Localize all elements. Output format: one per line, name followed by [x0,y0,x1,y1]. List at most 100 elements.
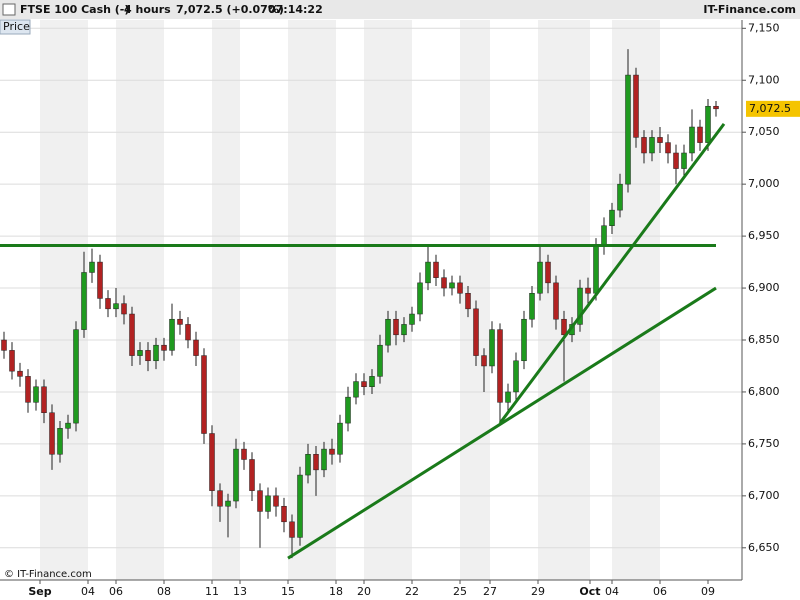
candle [513,352,519,401]
candle [201,348,207,444]
x-tick-label: 27 [483,585,497,598]
candle-body [641,137,647,154]
quote: 7,072.5 (+0.07%) [176,3,284,16]
y-tick-label: 6,850 [748,333,780,346]
candle-body [281,505,287,523]
candle [33,379,39,411]
candle-body [121,303,127,315]
y-tick-label: 6,800 [748,385,780,398]
candle-body [441,277,447,289]
candle [617,173,623,218]
candle-body [313,454,319,471]
candle [97,254,103,309]
y-tick-label: 7,100 [748,73,780,86]
candle [25,369,31,413]
candle [481,348,487,392]
candle-body [209,433,215,491]
candle [417,272,423,322]
x-tick-label: 04 [81,585,95,598]
candle-body [537,261,543,294]
candle [449,275,455,296]
candle [505,383,511,411]
candle-body [601,225,607,247]
clock: 07:14:22 [268,3,323,16]
candle [529,285,535,328]
candle [121,295,127,325]
last-price-box [746,100,800,117]
candle [265,487,271,519]
candle [153,337,159,370]
candle [137,342,143,365]
candle-body [201,355,207,434]
candle-body [425,261,431,284]
candle [689,109,695,162]
candle [49,404,55,470]
y-tick-label: 6,650 [748,541,780,554]
candle-body [497,329,503,403]
candle-body [81,272,87,330]
candle [409,306,415,332]
candle-body [473,308,479,356]
candle-body [1,339,7,351]
candle-body [657,137,663,143]
candle-body [169,318,175,351]
candle [361,373,367,396]
candle-body [697,126,703,143]
candle [225,493,231,538]
candle [57,421,63,463]
candle-body [145,350,151,362]
candle [257,483,263,548]
candle [81,251,87,338]
candle-body [33,386,39,403]
candle [465,285,471,318]
candle-body [529,292,535,320]
candle-body [465,292,471,310]
candle-body [361,381,367,388]
candle-body [233,448,239,502]
candle [129,306,135,366]
candle [561,310,567,382]
y-tick-label: 6,950 [748,229,780,242]
panel-label: Price [3,20,30,33]
candle-body [161,344,167,351]
candle [177,310,183,335]
candle [161,337,167,361]
instrument: FTSE 100 Cash (-) [20,3,129,16]
trendline [287,286,717,560]
candle [497,323,503,424]
candle-body [17,370,23,377]
candle-body [97,261,103,299]
x-tick-label: 15 [281,585,295,598]
candle [521,310,527,370]
candle [17,362,23,387]
candle [705,98,711,151]
candle [353,373,359,405]
candle [401,317,407,343]
candle-body [545,261,551,284]
candle [473,300,479,366]
candle-body [505,391,511,403]
x-tick-label: 08 [157,585,171,598]
candle-body [177,318,183,325]
candle [337,414,343,463]
candle [625,49,631,193]
candle [697,119,703,151]
toggle-icon[interactable] [2,3,16,16]
candle-body [409,313,415,325]
candle [681,144,687,176]
candle [665,134,671,164]
candle [297,466,303,546]
interval: 4 hours [124,3,171,16]
candle [369,369,375,395]
candle-body [481,355,487,367]
candle [345,386,351,432]
candle-body [289,521,295,538]
candle [273,487,279,517]
candle-body [625,74,631,185]
candle-body [417,282,423,315]
x-tick-label: 13 [233,585,247,598]
candle-body [25,376,31,403]
header-bar [0,0,800,19]
candle-body [705,105,711,143]
candle-body [217,490,223,507]
